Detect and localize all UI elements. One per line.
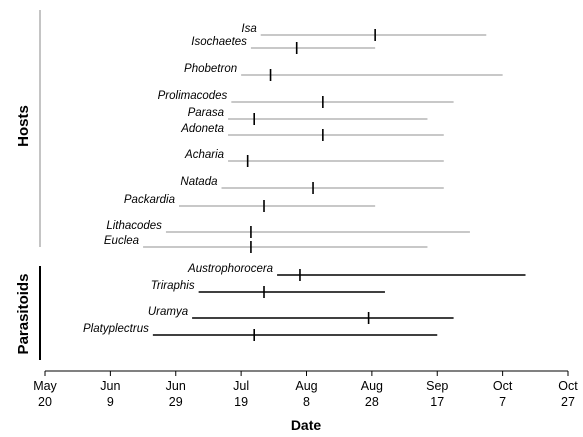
series-label-triraphis: Triraphis [151,280,195,292]
x-tick-label-day: 7 [499,395,506,409]
x-tick-label-day: 19 [234,395,248,409]
series-label-isa: Isa [241,23,256,35]
x-axis-label: Date [291,417,322,433]
series-label-platyplectrus: Platyplectrus [83,323,149,335]
x-tick-label-day: 17 [430,395,444,409]
x-tick-label-month: Jun [166,379,186,393]
series-label-lithacodes: Lithacodes [106,220,162,232]
series-label-parasa: Parasa [188,107,224,119]
series-label-isochaetes: Isochaetes [191,36,247,48]
x-axis-ticks: May 20 Jun 9 Jun 29 Jul 19 Aug 8 Aug 28 Sep 17 Oct 7 Oct… [33,371,578,409]
x-tick-label-month: Oct [493,379,513,393]
parasitoids-group-label: Parasitoids [15,274,32,355]
x-tick-label-day: 27 [561,395,575,409]
x-tick-label-month: Aug [361,379,383,393]
series-label-packardia: Packardia [124,194,175,206]
x-tick-label-day: 29 [169,395,183,409]
series-label-phobetron: Phobetron [184,63,237,75]
series-label-austrophorocera: Austrophorocera [187,263,273,275]
x-tick-label-month: Jul [233,379,249,393]
x-tick-label-month: May [33,379,57,393]
x-tick-label-day: 28 [365,395,379,409]
x-tick-label-month: Aug [295,379,317,393]
series-label-euclea: Euclea [104,235,139,247]
series-label-uramya: Uramya [148,306,188,318]
x-tick-label-day: 9 [107,395,114,409]
series-label-acharia: Acharia [184,149,224,161]
x-tick-label-month: Oct [558,379,578,393]
x-tick-label-day: 20 [38,395,52,409]
x-tick-label-month: Sep [426,379,448,393]
x-tick-label-day: 8 [303,395,310,409]
series-label-adoneta: Adoneta [180,123,224,135]
x-tick-label-month: Jun [100,379,120,393]
series-label-natada: Natada [180,176,217,188]
series-label-prolimacodes: Prolimacodes [158,90,228,102]
hosts-group-label: Hosts [15,105,32,147]
